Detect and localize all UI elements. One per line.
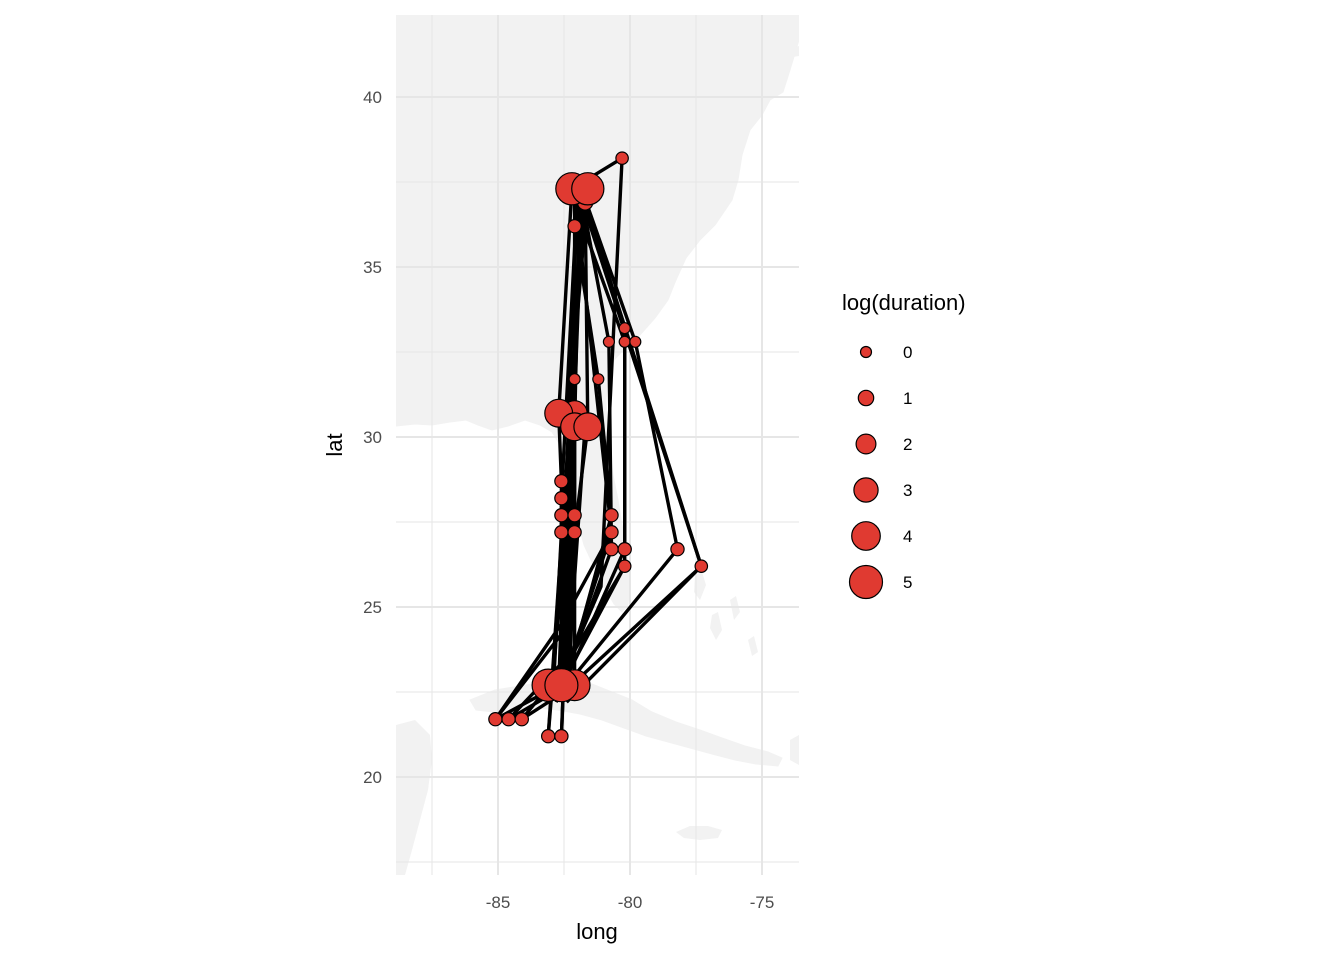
location-point — [554, 729, 569, 744]
y-tick-label: 40 — [363, 88, 382, 107]
x-axis-title: long — [576, 919, 618, 944]
location-point — [670, 542, 685, 557]
legend-title: log(duration) — [842, 290, 966, 315]
location-point — [488, 712, 503, 727]
legend-label: 2 — [903, 435, 912, 454]
location-point — [604, 542, 619, 557]
location-point — [554, 491, 569, 506]
yucatan-land — [396, 720, 432, 875]
location-point — [554, 474, 569, 489]
location-point — [573, 412, 603, 442]
location-point — [544, 668, 579, 703]
path-line — [557, 202, 614, 696]
location-point — [629, 335, 642, 348]
location-point — [567, 218, 582, 234]
location-point — [694, 559, 709, 573]
legend-key — [851, 521, 881, 551]
y-tick-label: 35 — [363, 258, 382, 277]
y-tick-label: 25 — [363, 598, 382, 617]
location-point — [617, 559, 632, 573]
location-points — [488, 151, 709, 744]
x-axis: -85 -80 -75 long — [486, 893, 775, 944]
location-point — [604, 508, 619, 523]
location-point — [514, 712, 530, 727]
location-point — [618, 335, 631, 348]
path-line — [520, 565, 627, 721]
legend-key — [855, 433, 877, 455]
y-tick-label: 30 — [363, 428, 382, 447]
path-line — [559, 195, 582, 686]
legend-key — [857, 389, 875, 407]
legend-label: 1 — [903, 389, 912, 408]
y-tick-label: 20 — [363, 768, 382, 787]
location-point — [554, 508, 569, 523]
path-line — [565, 198, 680, 687]
location-point — [568, 373, 581, 386]
legend: log(duration) 0 1 2 3 4 5 — [842, 290, 966, 600]
location-point — [501, 712, 516, 727]
location-point — [571, 172, 605, 206]
location-point — [618, 322, 631, 335]
location-point — [617, 542, 632, 557]
bahamas-land — [694, 572, 758, 656]
location-point — [604, 525, 619, 540]
long-island-land — [785, 46, 799, 58]
location-point — [554, 525, 569, 540]
legend-label: 3 — [903, 481, 912, 500]
location-point — [541, 729, 556, 744]
legend-label: 4 — [903, 527, 912, 546]
jamaica-land — [676, 826, 722, 840]
x-tick-label: -75 — [750, 893, 775, 912]
location-point — [592, 373, 605, 386]
path-line — [494, 531, 613, 721]
legend-label: 0 — [903, 343, 912, 362]
legend-keys — [848, 345, 884, 600]
location-point — [567, 525, 582, 540]
legend-label: 5 — [903, 573, 912, 592]
location-point — [567, 508, 582, 523]
legend-key — [853, 477, 879, 503]
location-point — [602, 335, 616, 348]
legend-key — [848, 564, 884, 600]
x-tick-label: -80 — [618, 893, 643, 912]
grid — [396, 15, 799, 875]
hispaniola-land — [790, 735, 799, 765]
y-axis-title: lat — [322, 433, 347, 456]
location-point — [615, 151, 629, 165]
legend-key — [859, 345, 873, 359]
y-axis: 20 25 30 35 40 lat — [322, 88, 382, 787]
x-tick-label: -85 — [486, 893, 511, 912]
